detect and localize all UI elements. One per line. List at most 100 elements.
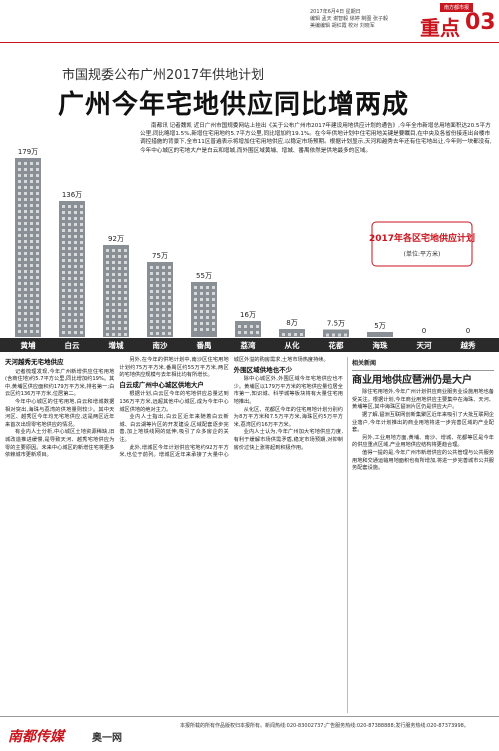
window [36, 168, 39, 171]
window [62, 301, 65, 304]
window [168, 266, 171, 269]
window [18, 198, 21, 201]
window [80, 247, 83, 250]
window [30, 168, 33, 171]
window [162, 290, 165, 293]
window [112, 297, 115, 300]
window [68, 253, 71, 256]
window [80, 283, 83, 286]
window [68, 289, 71, 292]
category-label: 番禺 [196, 340, 212, 350]
window [18, 222, 21, 225]
window [168, 320, 171, 323]
window [212, 292, 215, 295]
window [106, 327, 109, 330]
window [74, 265, 77, 268]
window [106, 303, 109, 306]
window [212, 310, 215, 313]
window [30, 288, 33, 291]
page-number: 03 [465, 10, 496, 35]
window [24, 234, 27, 237]
window [206, 286, 209, 289]
window [24, 228, 27, 231]
window [80, 241, 83, 244]
window [62, 319, 65, 322]
window [118, 255, 121, 258]
window [30, 306, 33, 309]
window [250, 325, 253, 328]
window [106, 315, 109, 318]
window [36, 306, 39, 309]
window [162, 266, 165, 269]
window [118, 315, 121, 318]
window [18, 264, 21, 267]
window [282, 333, 285, 336]
window [36, 198, 39, 201]
window [36, 222, 39, 225]
window [212, 316, 215, 319]
window [24, 270, 27, 273]
window [294, 333, 297, 336]
window [124, 291, 127, 294]
window [112, 327, 115, 330]
window [112, 309, 115, 312]
window [62, 259, 65, 262]
window [18, 240, 21, 243]
window [24, 216, 27, 219]
window [80, 325, 83, 328]
header-meta: 2017年6月4日 星期日 编辑 孟天 谢智毅 徐婷 制图 张子毅 美编编辑 胡… [310, 8, 388, 29]
window [206, 298, 209, 301]
window [30, 246, 33, 249]
paragraph: 业内人士认为,今年广州加大宅地供应力度,有利于缓解市场供需矛盾,稳定市场预期,对… [233, 429, 343, 451]
window [150, 290, 153, 293]
headline: 广州今年宅地供应同比增两成 [58, 90, 410, 120]
window [24, 288, 27, 291]
window [74, 211, 77, 214]
window [30, 204, 33, 207]
window [150, 278, 153, 281]
window [24, 330, 27, 333]
window [194, 328, 197, 331]
paragraph: 据了解,琶洲互联网创新集聚区近年来吸引了大批互联网企业落户,今年计划推出的商业用… [352, 411, 494, 434]
window [24, 312, 27, 315]
window [200, 322, 203, 325]
window [80, 229, 83, 232]
window [62, 271, 65, 274]
window [162, 296, 165, 299]
category-label: 花都 [329, 340, 344, 350]
window [124, 249, 127, 252]
window [332, 333, 335, 337]
chart-title: 2017年各区宅地供应计划 [369, 232, 475, 244]
window [36, 210, 39, 213]
window [68, 217, 71, 220]
window [124, 333, 127, 336]
window [24, 246, 27, 249]
window [168, 326, 171, 329]
window [80, 235, 83, 238]
window [18, 324, 21, 327]
window [124, 321, 127, 324]
window [24, 174, 27, 177]
window [344, 333, 347, 337]
bar [191, 282, 217, 337]
window [200, 286, 203, 289]
window [68, 247, 71, 250]
window [118, 309, 121, 312]
window [206, 316, 209, 319]
value-label: 136万 [62, 191, 82, 199]
window [112, 261, 115, 264]
window [162, 326, 165, 329]
sidebar-text: 除住宅用地外,今年广州计划供应商业服务业设施用地也备受关注。根据计划,今年商业用… [352, 389, 494, 473]
window [24, 324, 27, 327]
window [62, 229, 65, 232]
window [250, 331, 253, 334]
window [30, 162, 33, 165]
window [194, 316, 197, 319]
window [68, 295, 71, 298]
window [18, 330, 21, 333]
window [74, 331, 77, 334]
brand: 南方都市报 [440, 3, 474, 12]
window [150, 308, 153, 311]
window [36, 228, 39, 231]
bar [235, 321, 261, 337]
